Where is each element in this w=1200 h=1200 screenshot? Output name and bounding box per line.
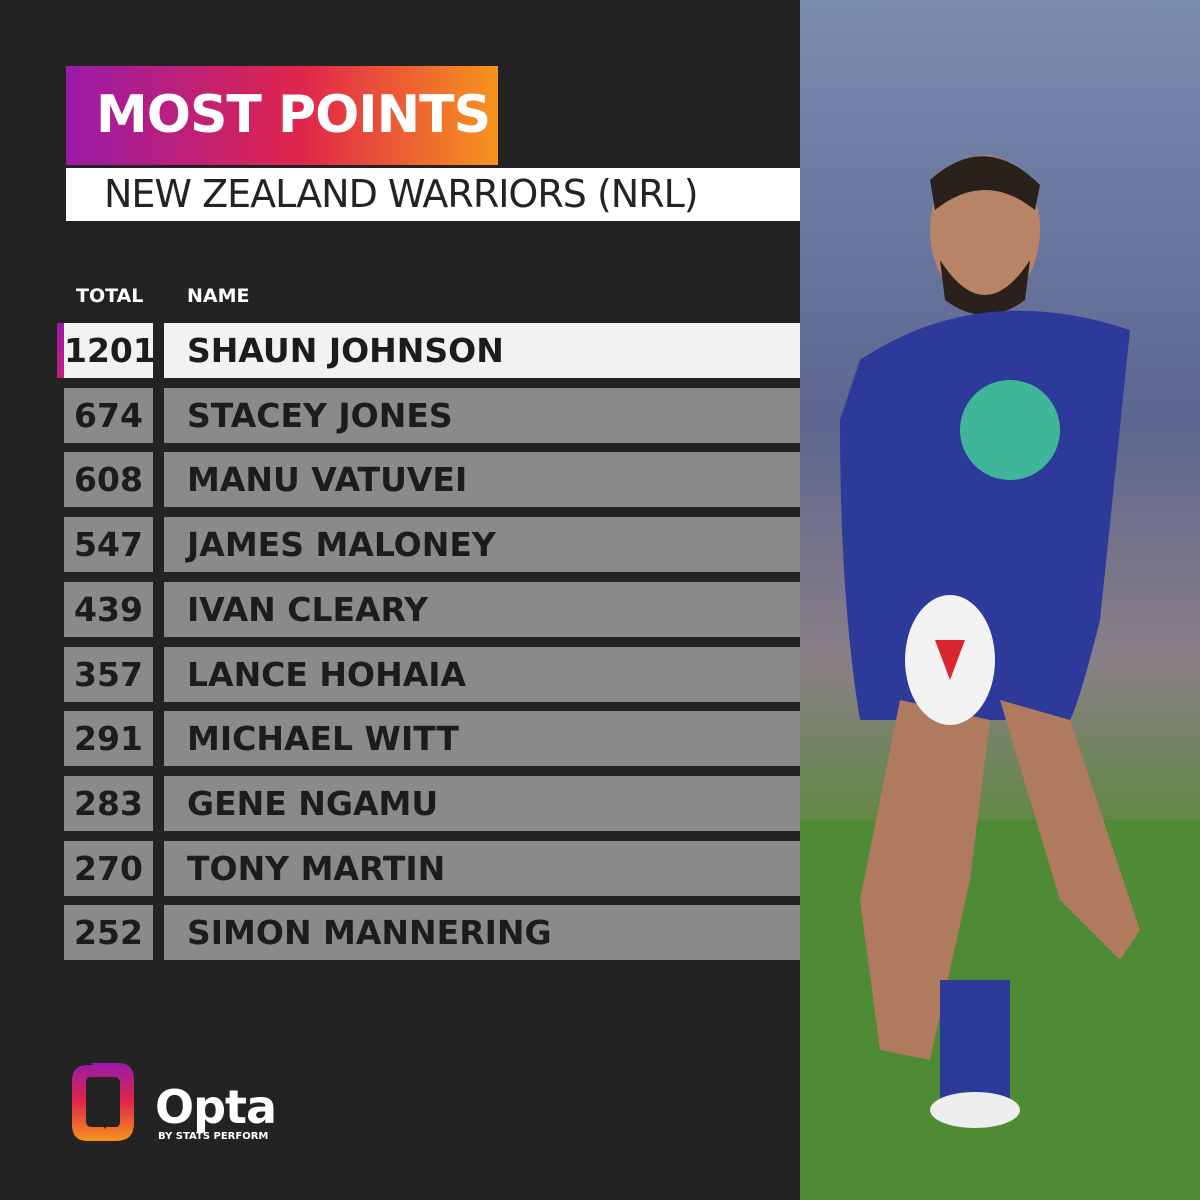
total-cell: 547 (64, 517, 153, 573)
column-header: NAME (187, 285, 250, 307)
total-cell: 283 (64, 775, 153, 831)
total-cell: 608 (64, 452, 153, 508)
name-cell: MANU VATUVEI (164, 452, 800, 508)
title: MOST POINTS (66, 66, 498, 165)
total-cell: 1201 (64, 323, 156, 378)
total-cell: 270 (64, 840, 153, 896)
subtitle: NEW ZEALAND WARRIORS (NRL) (66, 168, 808, 221)
player-photo (800, 0, 1200, 1200)
total-cell: 439 (64, 581, 153, 637)
name-cell: SHAUN JOHNSON (164, 323, 800, 378)
opta-logo-icon (72, 1063, 134, 1141)
total-cell: 674 (64, 387, 153, 443)
name-cell: SIMON MANNERING (164, 905, 800, 961)
name-cell: MICHAEL WITT (164, 711, 800, 767)
logo-name: Opta (155, 1080, 277, 1134)
highlight-bar (57, 323, 64, 378)
name-cell: GENE NGAMU (164, 775, 800, 831)
name-cell: IVAN CLEARY (164, 581, 800, 637)
name-cell: JAMES MALONEY (164, 517, 800, 573)
total-cell: 252 (64, 905, 153, 961)
name-cell: LANCE HOHAIA (164, 646, 800, 702)
name-cell: STACEY JONES (164, 387, 800, 443)
name-cell: TONY MARTIN (164, 840, 800, 896)
logo-tagline: BY STATS PERFORM (158, 1131, 269, 1142)
total-cell: 291 (64, 711, 153, 767)
column-header: TOTAL (76, 285, 144, 307)
total-cell: 357 (64, 646, 153, 702)
